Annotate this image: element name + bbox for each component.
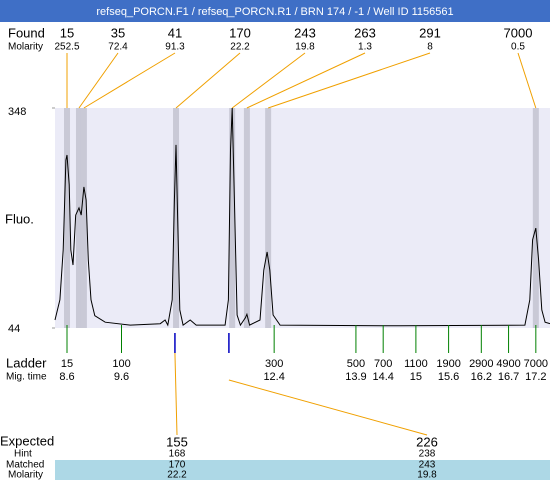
chart-title: refseq_PORCN.F1 / refseq_PORCN.R1 / BRN … bbox=[96, 6, 453, 18]
ladder-size: 100 bbox=[112, 358, 130, 370]
found-molarity: 8 bbox=[427, 42, 433, 53]
found-size: 7000 bbox=[504, 25, 533, 40]
ladder-size: 500 bbox=[347, 358, 365, 370]
ladder-time: 17.2 bbox=[525, 371, 546, 383]
found-size: 15 bbox=[60, 25, 74, 40]
trace bbox=[54, 107, 550, 327]
ladder-size: 700 bbox=[374, 358, 392, 370]
ladder-time: 15 bbox=[410, 371, 422, 383]
peak-band bbox=[63, 108, 70, 328]
match-link bbox=[228, 379, 428, 436]
ladder-size: 1900 bbox=[436, 358, 460, 370]
peak-link bbox=[175, 52, 241, 109]
ladder-time: 15.6 bbox=[438, 371, 459, 383]
expected-value: 155 bbox=[166, 434, 188, 449]
found-molarity: 1.3 bbox=[358, 42, 372, 53]
ladder-time: 9.6 bbox=[114, 371, 129, 383]
ladder-size: 2900 bbox=[469, 358, 493, 370]
matched-label: Matched bbox=[6, 460, 44, 471]
found-molarity: 22.2 bbox=[230, 42, 250, 53]
peak-link bbox=[517, 52, 537, 109]
found-size: 243 bbox=[294, 25, 316, 40]
ladder-time: 12.4 bbox=[263, 371, 284, 383]
ladder-time: 16.2 bbox=[471, 371, 492, 383]
ladder-size: 1100 bbox=[404, 358, 428, 370]
found-size: 291 bbox=[419, 25, 441, 40]
found-molarity: 72.4 bbox=[108, 42, 128, 53]
hint-value: 238 bbox=[419, 449, 436, 460]
ladder-label: Ladder bbox=[6, 355, 47, 370]
found-molarity: 19.8 bbox=[295, 42, 315, 53]
peak-link bbox=[231, 52, 306, 109]
title-bar bbox=[0, 0, 550, 22]
peak-link bbox=[246, 52, 366, 109]
hint-value: 168 bbox=[169, 449, 186, 460]
peak-band bbox=[532, 108, 539, 328]
ladder-time: 8.6 bbox=[59, 371, 74, 383]
peak-link bbox=[83, 52, 176, 109]
exp-molarity-label: Molarity bbox=[8, 470, 43, 480]
ladder-time: 16.7 bbox=[498, 371, 519, 383]
found-molarity: 252.5 bbox=[54, 42, 79, 53]
hint-label: Hint bbox=[14, 449, 32, 460]
peak-band bbox=[75, 108, 82, 328]
molarity-value: 22.2 bbox=[167, 470, 187, 480]
mig-time-label: Mig. time bbox=[6, 372, 47, 383]
peak-link bbox=[267, 52, 431, 109]
ladder-time: 14.4 bbox=[372, 371, 393, 383]
y-tick-label: 348 bbox=[8, 106, 26, 118]
matched-row bbox=[55, 460, 550, 480]
plot-area bbox=[55, 108, 550, 328]
peak-band bbox=[173, 108, 180, 328]
peak-band bbox=[80, 108, 87, 328]
molarity-value: 19.8 bbox=[417, 470, 437, 480]
found-molarity: 0.5 bbox=[511, 42, 525, 53]
molarity-label: Molarity bbox=[8, 42, 43, 53]
ladder-size: 4900 bbox=[496, 358, 520, 370]
found-size: 170 bbox=[229, 25, 251, 40]
matched-value: 243 bbox=[419, 460, 436, 471]
peak-band bbox=[243, 108, 250, 328]
y-tick-label: 44 bbox=[8, 323, 20, 335]
y-axis-label: Fluo. bbox=[5, 211, 34, 226]
peak-band bbox=[265, 108, 272, 328]
peak-link bbox=[78, 52, 119, 109]
ladder-size: 15 bbox=[61, 358, 73, 370]
ladder-size: 7000 bbox=[524, 358, 548, 370]
matched-value: 170 bbox=[169, 460, 186, 471]
expected-label: Expected bbox=[0, 433, 54, 448]
match-link bbox=[174, 352, 178, 436]
found-size: 41 bbox=[168, 25, 182, 40]
expected-value: 226 bbox=[416, 434, 438, 449]
found-label: Found bbox=[8, 25, 45, 40]
peak-band bbox=[229, 108, 236, 328]
found-molarity: 91.3 bbox=[165, 42, 185, 53]
ladder-size: 300 bbox=[265, 358, 283, 370]
ladder-time: 13.9 bbox=[345, 371, 366, 383]
found-size: 35 bbox=[111, 25, 125, 40]
found-size: 263 bbox=[354, 25, 376, 40]
